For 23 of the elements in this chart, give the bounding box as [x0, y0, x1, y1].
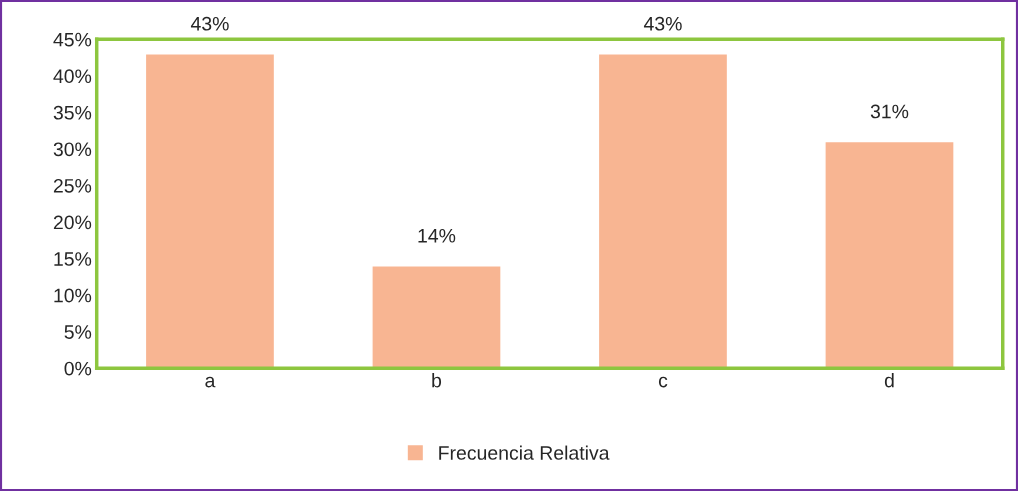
text: 43%: [190, 16, 229, 31]
bar: [144, 53, 276, 369]
text: 31%: [870, 104, 909, 119]
bar: [597, 53, 729, 369]
y-tick-label: 35%: [53, 105, 92, 120]
y-tick-label: 30%: [53, 142, 92, 157]
x-tick-label: c: [658, 376, 668, 388]
x-tick-label: b: [432, 373, 442, 388]
y-tick-label: 0%: [64, 361, 92, 376]
bar: [371, 265, 502, 369]
bar: [824, 140, 955, 369]
y-tick-label: 45%: [53, 32, 92, 47]
x-tick-label: d: [884, 373, 894, 388]
text: 43%: [643, 16, 682, 31]
legend-label: Frecuencia Relativa: [439, 445, 610, 460]
y-tick-label: 20%: [53, 215, 92, 230]
y-tick-label: 15%: [54, 252, 92, 266]
y-tick-label: 40%: [53, 69, 92, 84]
x-tick-label: a: [205, 376, 216, 388]
y-tick-label: 10%: [54, 288, 92, 303]
y-tick-label: 25%: [53, 178, 92, 193]
y-tick-label: 5%: [64, 325, 92, 339]
text: 14%: [418, 228, 456, 243]
